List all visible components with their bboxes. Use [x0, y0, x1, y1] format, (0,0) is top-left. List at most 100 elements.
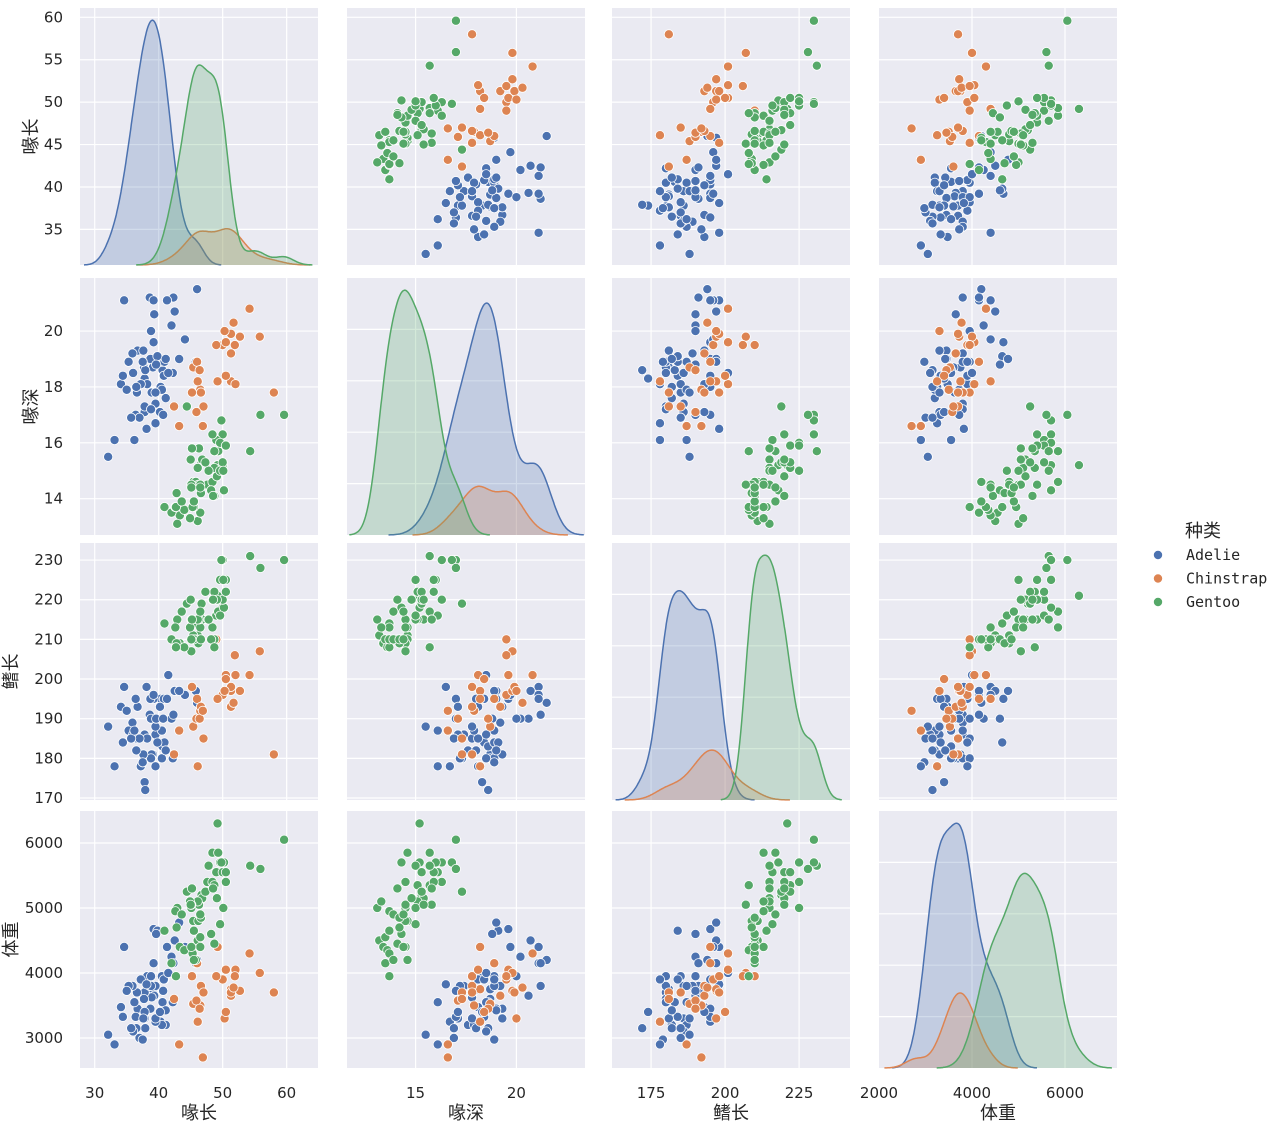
scatter-point-adelie	[919, 203, 930, 214]
scatter-point-gentoo	[436, 110, 447, 121]
scatter-point-gentoo	[171, 922, 182, 933]
scatter-point-adelie	[483, 785, 494, 796]
scatter-point-gentoo	[410, 610, 421, 621]
scatter-point-adelie	[148, 295, 159, 306]
scatter-point-chinstrap	[696, 123, 707, 134]
scatter-point-adelie	[158, 985, 169, 996]
scatter-point-gentoo	[973, 507, 984, 518]
scatter-point-adelie	[927, 745, 938, 756]
scatter-point-chinstrap	[483, 713, 494, 724]
y-tick-label: 170	[34, 789, 63, 807]
x-axis-label: 喙长	[181, 1103, 217, 1124]
scatter-point-gentoo	[412, 130, 423, 141]
scatter-point-adelie	[690, 971, 701, 982]
scatter-point-chinstrap	[479, 1006, 490, 1017]
scatter-point-gentoo	[406, 594, 417, 605]
scatter-point-chinstrap	[711, 74, 722, 85]
scatter-point-adelie	[973, 292, 984, 303]
scatter-point-chinstrap	[964, 137, 975, 148]
scatter-point-adelie	[927, 733, 938, 744]
scatter-point-chinstrap	[467, 137, 478, 148]
scatter-point-gentoo	[964, 502, 975, 513]
scatter-point-gentoo	[740, 899, 751, 910]
scatter-point-gentoo	[746, 922, 757, 933]
scatter-point-gentoo	[1018, 513, 1029, 524]
scatter-point-gentoo	[1046, 98, 1057, 109]
scatter-point-adelie	[505, 941, 516, 952]
y-tick-label: 18	[44, 378, 63, 396]
scatter-point-gentoo	[770, 151, 781, 162]
x-tick-label: 15	[406, 1084, 425, 1102]
scatter-point-chinstrap	[244, 670, 255, 681]
scatter-point-adelie	[985, 295, 996, 306]
scatter-point-chinstrap	[934, 326, 945, 337]
x-tick-label: 200	[711, 1084, 740, 1102]
scatter-point-chinstrap	[714, 137, 725, 148]
y-tick-label: 50	[44, 93, 63, 111]
scatter-point-adelie	[146, 326, 157, 337]
x-tick-label: 60	[277, 1084, 296, 1102]
scatter-point-gentoo	[743, 108, 754, 119]
scatter-point-chinstrap	[473, 964, 484, 975]
scatter-point-adelie	[134, 412, 145, 423]
scatter-point-adelie	[940, 745, 951, 756]
scatter-point-adelie	[452, 1006, 463, 1017]
scatter-point-adelie	[672, 974, 683, 985]
scatter-point-gentoo	[195, 606, 206, 617]
scatter-point-gentoo	[172, 518, 183, 529]
scatter-point-adelie	[515, 165, 526, 176]
scatter-point-gentoo	[1001, 100, 1012, 111]
scatter-point-chinstrap	[973, 356, 984, 367]
scatter-point-chinstrap	[244, 948, 255, 959]
scatter-point-adelie	[119, 941, 130, 952]
kde-line-adelie	[891, 822, 1037, 1069]
scatter-point-adelie	[448, 218, 459, 229]
scatter-point-adelie	[1003, 354, 1014, 365]
kde-line-chinstrap	[624, 749, 790, 801]
scatter-point-gentoo	[376, 622, 387, 633]
scatter-point-adelie	[432, 761, 443, 772]
scatter-point-gentoo	[794, 876, 805, 887]
scatter-point-gentoo	[195, 932, 206, 943]
scatter-point-adelie	[954, 176, 965, 187]
scatter-point-adelie	[444, 761, 455, 772]
y-tick-label: 20	[44, 322, 63, 340]
scatter-point-chinstrap	[663, 29, 674, 40]
scatter-point-chinstrap	[467, 125, 478, 136]
scatter-point-gentoo	[206, 928, 217, 939]
scatter-point-gentoo	[1062, 15, 1073, 26]
scatter-point-gentoo	[767, 465, 778, 476]
scatter-point-chinstrap	[723, 61, 734, 72]
scatter-point-gentoo	[811, 446, 822, 457]
scatter-point-adelie	[487, 185, 498, 196]
scatter-point-gentoo	[964, 159, 975, 170]
kde-line-gentoo	[349, 289, 490, 536]
scatter-point-gentoo	[376, 896, 387, 907]
scatter-point-chinstrap	[475, 103, 486, 114]
legend-label: Chinstrap	[1186, 570, 1267, 588]
kde-fill-gentoo	[936, 873, 1112, 1068]
scatter-point-chinstrap	[194, 1003, 205, 1014]
scatter-point-chinstrap	[501, 650, 512, 661]
scatter-point-adelie	[654, 418, 665, 429]
scatter-point-chinstrap	[254, 646, 265, 657]
scatter-point-adelie	[160, 393, 171, 404]
scatter-point-gentoo	[782, 818, 793, 829]
scatter-point-adelie	[489, 974, 500, 985]
scatter-point-gentoo	[743, 446, 754, 457]
scatter-point-gentoo	[973, 165, 984, 176]
kde-line-adelie	[84, 19, 222, 266]
scatter-point-adelie	[420, 721, 431, 732]
scatter-point-adelie	[511, 192, 522, 203]
scatter-point-chinstrap	[714, 387, 725, 398]
scatter-point-gentoo	[1041, 409, 1052, 420]
scatter-point-adelie	[684, 387, 695, 398]
scatter-point-adelie	[126, 412, 137, 423]
scatter-point-chinstrap	[714, 987, 725, 998]
scatter-point-gentoo	[220, 586, 231, 597]
y-axis-label: 鳍长	[1, 654, 22, 690]
scatter-point-adelie	[934, 387, 945, 398]
scatter-point-gentoo	[170, 971, 181, 982]
scatter-point-chinstrap	[967, 47, 978, 58]
scatter-point-gentoo	[1043, 614, 1054, 625]
